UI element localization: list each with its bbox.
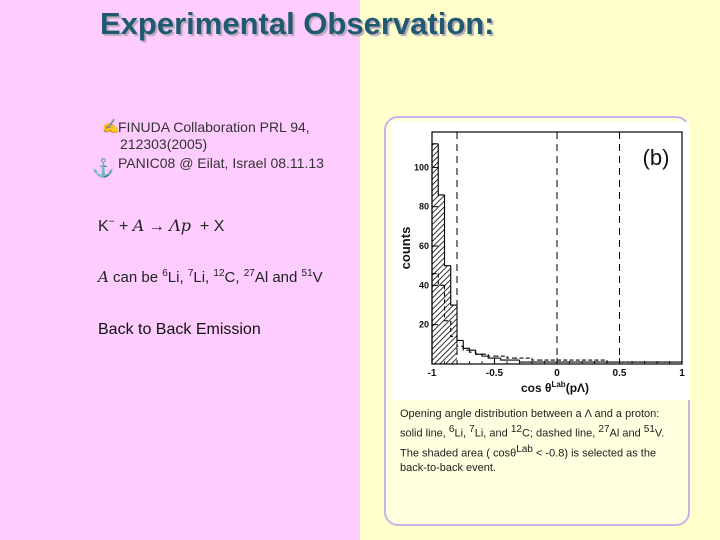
histogram-dashed-bin bbox=[475, 352, 482, 355]
plus-sign-2: + bbox=[199, 218, 210, 235]
target-a-symbol: A bbox=[98, 268, 109, 286]
x-tick-label: -1 bbox=[428, 368, 437, 379]
caption-li7-el: Li, and bbox=[474, 427, 508, 440]
reference-line-3: PANIC08 @ Eilat, Israel 08.11.13 bbox=[118, 155, 324, 171]
li6-mass: 6 bbox=[162, 268, 168, 279]
x-axis-label: cos θLab(pΛ) bbox=[521, 380, 589, 395]
y-tick-label: 20 bbox=[419, 320, 429, 330]
y-tick-label: 40 bbox=[419, 280, 429, 290]
li6-element: Li, bbox=[167, 269, 184, 286]
c12-element: C, bbox=[224, 269, 240, 286]
histogram-dashed-bin bbox=[443, 285, 451, 322]
histogram-dashed-bin bbox=[506, 356, 514, 359]
al27-element: Al and bbox=[254, 269, 298, 286]
pencil-icon: ✍ bbox=[102, 118, 120, 134]
c12-mass: 12 bbox=[213, 268, 225, 279]
y-tick-label: 60 bbox=[419, 241, 429, 251]
caption-line-2: solid line, 6Li, 7Li, and 12C; dashed li… bbox=[400, 422, 685, 442]
histogram-solid-bin bbox=[500, 358, 507, 361]
histogram-dashed-bin bbox=[462, 346, 470, 351]
histogram-dashed-bin bbox=[531, 358, 539, 361]
y-tick-label: 100 bbox=[414, 162, 429, 172]
al27-mass: 27 bbox=[243, 268, 255, 279]
target-text: can be bbox=[113, 269, 159, 286]
back-to-back-statement: Back to Back Emission bbox=[98, 321, 261, 338]
caption-v51-mass: 51 bbox=[643, 424, 655, 435]
caption-shaded-text: The shaded area ( cosθ bbox=[400, 447, 517, 460]
v51-element: V bbox=[312, 269, 323, 286]
histogram-solid-bin bbox=[443, 194, 451, 267]
reference-line-1: FINUDA Collaboration PRL 94, bbox=[118, 119, 310, 135]
caption-selection-text: < -0.8) is selected as the bbox=[532, 447, 657, 460]
x-tick-label: 0.5 bbox=[613, 368, 627, 379]
reaction-arrow: → bbox=[148, 218, 165, 235]
y-axis-label: counts bbox=[398, 227, 413, 270]
histogram-solid-bin bbox=[456, 305, 464, 341]
v51-mass: 51 bbox=[301, 268, 313, 279]
caption-c12-el: C; dashed line, bbox=[521, 427, 596, 440]
reference-line-2: 212303(2005) bbox=[120, 136, 208, 152]
histogram-solid-bin bbox=[475, 350, 482, 355]
histogram-dashed-bin bbox=[450, 320, 457, 338]
plus-sign: + bbox=[118, 218, 129, 235]
histogram-solid-bin bbox=[462, 340, 470, 349]
histogram-solid-bin bbox=[450, 265, 457, 306]
histogram-dashed-bin bbox=[456, 336, 464, 347]
caption-solid-text: solid line, bbox=[400, 427, 446, 440]
x-tick-label: -0.5 bbox=[486, 368, 504, 379]
li7-element: Li, bbox=[193, 269, 210, 286]
histogram-solid-bin bbox=[437, 143, 445, 196]
histogram-solid-bin bbox=[487, 356, 495, 359]
figure-caption: Opening angle distribution between a Λ a… bbox=[400, 407, 685, 476]
li7-mass: 7 bbox=[187, 268, 194, 279]
caption-al27-mass: 27 bbox=[598, 424, 610, 435]
caption-line-3: The shaded area ( cosθLab < -0.8) is sel… bbox=[400, 442, 685, 462]
kaon-symbol: K bbox=[98, 218, 109, 235]
x-tick-label: 1 bbox=[679, 368, 685, 379]
reaction-equation: K− + A → Λp + X bbox=[98, 216, 224, 236]
anchor-icon: ⚓ bbox=[92, 158, 115, 178]
x-tick-label: 0 bbox=[554, 368, 560, 379]
caption-al27-el: Al and bbox=[609, 427, 641, 440]
histogram-solid-bin bbox=[468, 348, 476, 351]
caption-lab-sup: Lab bbox=[516, 443, 533, 455]
panel-label: (b) bbox=[643, 145, 670, 170]
slide-title: Experimental Observation: bbox=[100, 6, 495, 41]
caption-li7-mass: 7 bbox=[469, 424, 475, 435]
target-list: A can be 6Li, 7Li, 12C, 27Al and 51V bbox=[98, 268, 323, 286]
kaon-charge: − bbox=[108, 216, 115, 228]
caption-li6-mass: 6 bbox=[448, 424, 455, 435]
histogram-solid-bin bbox=[518, 360, 526, 363]
caption-line-1: Opening angle distribution between a Λ a… bbox=[400, 408, 660, 420]
left-background-panel bbox=[0, 0, 360, 540]
histogram-dashed-bin bbox=[431, 273, 439, 364]
caption-li6-el: Li, bbox=[454, 427, 467, 440]
histogram-dashed-bin bbox=[468, 350, 476, 353]
histogram-solid-bin bbox=[481, 354, 489, 357]
y-tick-label: 80 bbox=[419, 202, 429, 212]
caption-v51-el: V. bbox=[654, 427, 665, 440]
products-symbol: Λp bbox=[169, 216, 192, 235]
caption-c12-mass: 12 bbox=[510, 424, 522, 435]
histogram-dashed-bin bbox=[487, 354, 495, 357]
target-symbol: A bbox=[132, 216, 145, 235]
caption-line-4: back-to-back event. bbox=[400, 462, 496, 475]
remnant-symbol: X bbox=[213, 218, 225, 235]
histogram-dashed-bin bbox=[437, 273, 445, 286]
